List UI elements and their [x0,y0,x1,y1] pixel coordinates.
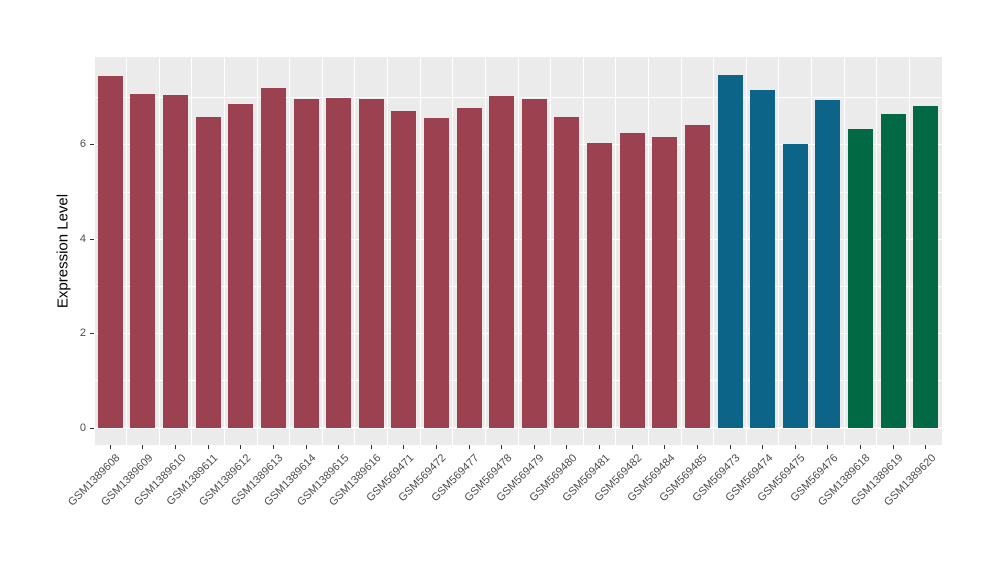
x-tick [696,445,698,449]
y-tick [90,238,94,240]
bar-GSM569474 [750,90,776,428]
x-tick [892,445,894,449]
bar-GSM569484 [652,136,678,428]
bar-GSM569471 [391,111,417,428]
v-gridline [158,57,160,445]
plot-panel [93,57,943,445]
y-tick [90,144,94,146]
bar-GSM569480 [554,116,580,428]
y-tick [90,427,94,429]
v-gridline [419,57,421,445]
bar-GSM569472 [423,117,449,428]
x-tick [925,445,927,449]
x-tick [142,445,144,449]
v-gridline [582,57,584,445]
bar-GSM569473 [717,74,743,428]
x-tick [370,445,372,449]
x-tick [631,445,633,449]
x-tick [729,445,731,449]
x-tick [207,445,209,449]
v-gridline [778,57,780,445]
x-tick [240,445,242,449]
bar-GSM1389612 [228,103,254,428]
x-tick [338,445,340,449]
v-gridline [126,57,128,445]
x-tick [435,445,437,449]
v-gridline [876,57,878,445]
v-gridline [452,57,454,445]
bar-GSM1389608 [97,76,123,428]
bar-GSM1389611 [195,116,221,428]
v-gridline [550,57,552,445]
x-tick [566,445,568,449]
y-axis-title: Expression Level [54,193,72,309]
v-gridline [713,57,715,445]
y-tick-label: 4 [79,232,86,245]
bar-GSM1389616 [358,99,384,428]
x-tick [794,445,796,449]
v-gridline [517,57,519,445]
bar-GSM1389614 [293,99,319,428]
bar-GSM569475 [782,143,808,428]
x-tick [109,445,111,449]
v-gridline [321,57,323,445]
v-gridline [941,57,943,445]
bar-GSM1389620 [913,105,939,428]
bar-GSM1389609 [130,94,156,428]
x-tick [272,445,274,449]
v-gridline [908,57,910,445]
bar-GSM569476 [815,100,841,428]
v-gridline [680,57,682,445]
x-tick [664,445,666,449]
x-tick [599,445,601,449]
x-tick [403,445,405,449]
v-gridline [354,57,356,445]
v-gridline [256,57,258,445]
v-gridline [191,57,193,445]
bar-GSM1389615 [326,98,352,428]
x-tick [305,445,307,449]
bar-GSM1389619 [880,113,906,428]
bar-GSM569478 [489,95,515,428]
v-gridline [811,57,813,445]
v-gridline [93,57,95,445]
y-tick-label: 6 [79,138,86,151]
bar-GSM1389613 [260,87,286,428]
bar-GSM569477 [456,107,482,428]
bar-GSM569481 [587,142,613,428]
bar-GSM569479 [521,99,547,428]
x-tick [827,445,829,449]
y-tick [90,333,94,335]
v-gridline [387,57,389,445]
v-gridline [745,57,747,445]
x-tick [859,445,861,449]
y-tick-label: 2 [79,327,86,340]
bar-GSM569485 [684,124,710,428]
v-gridline [647,57,649,445]
v-gridline [289,57,291,445]
v-gridline [223,57,225,445]
v-gridline [615,57,617,445]
v-gridline [484,57,486,445]
v-gridline [843,57,845,445]
bar-GSM1389610 [163,95,189,428]
x-tick [175,445,177,449]
x-tick [762,445,764,449]
y-tick-label: 0 [79,421,86,434]
bar-GSM1389618 [847,128,873,428]
x-tick [468,445,470,449]
x-tick [533,445,535,449]
x-tick [501,445,503,449]
bar-GSM569482 [619,133,645,428]
